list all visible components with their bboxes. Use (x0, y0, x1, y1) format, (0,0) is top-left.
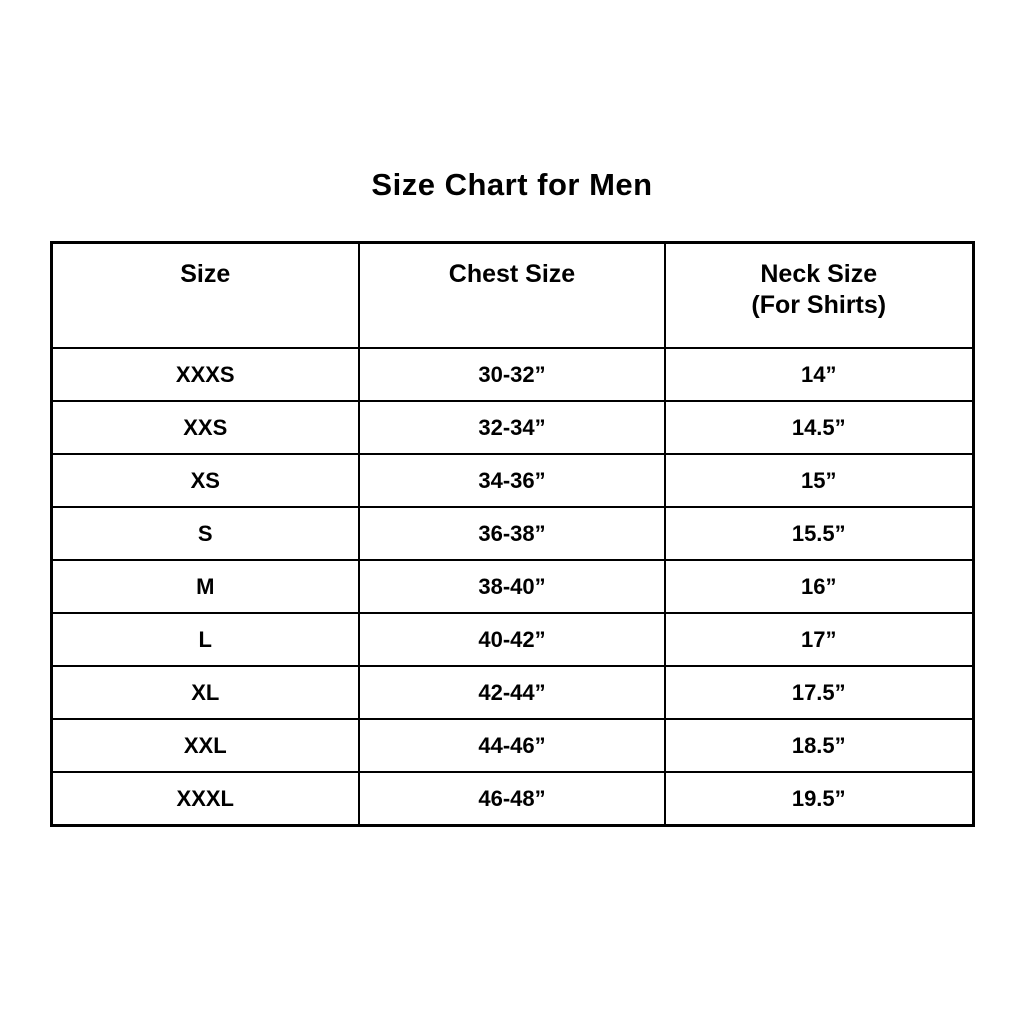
column-header-chest-size: Chest Size (358, 241, 666, 349)
chest-size-cell: 36-38” (358, 506, 666, 561)
chest-size-cell: 46-48” (358, 771, 666, 827)
size-cell: M (50, 559, 360, 614)
table-row: XXXL 46-48” 19.5” (50, 771, 974, 827)
table-row: XS 34-36” 15” (50, 453, 974, 508)
chest-size-cell: 34-36” (358, 453, 666, 508)
neck-size-cell: 16” (664, 559, 974, 614)
column-header-chest-size-label: Chest Size (448, 260, 576, 288)
page-title: Size Chart for Men (371, 167, 653, 202)
table-row: M 38-40” 16” (50, 559, 974, 614)
size-cell: XXXL (50, 771, 360, 827)
neck-size-cell: 18.5” (664, 718, 974, 773)
table-row: S 36-38” 15.5” (50, 506, 974, 561)
neck-size-cell: 15.5” (664, 506, 974, 561)
chest-size-cell: 42-44” (358, 665, 666, 720)
table-row: XL 42-44” 17.5” (50, 665, 974, 720)
column-header-neck-size-sublabel: (For Shirts) (751, 291, 887, 319)
table-row: L 40-42” 17” (50, 612, 974, 667)
size-cell: XXS (50, 400, 360, 455)
column-header-neck-size: Neck Size (For Shirts) (664, 241, 974, 349)
size-cell: XS (50, 453, 360, 508)
size-cell: XXXS (50, 347, 360, 402)
neck-size-cell: 17.5” (664, 665, 974, 720)
size-chart-table: Size Chest Size Neck Size (For Shirts) X… (49, 241, 975, 827)
header-row: Size Chest Size Neck Size (For Shirts) (50, 241, 974, 349)
neck-size-cell: 14” (664, 347, 974, 402)
chest-size-cell: 40-42” (358, 612, 666, 667)
column-header-neck-size-label: Neck Size (760, 260, 878, 288)
column-header-size-label: Size (180, 260, 231, 288)
neck-size-cell: 14.5” (664, 400, 974, 455)
column-header-size: Size (50, 241, 360, 349)
table-row: XXL 44-46” 18.5” (50, 718, 974, 773)
chest-size-cell: 38-40” (358, 559, 666, 614)
size-cell: XXL (50, 718, 360, 773)
table-row: XXXS 30-32” 14” (50, 347, 974, 402)
neck-size-cell: 17” (664, 612, 974, 667)
chest-size-cell: 30-32” (358, 347, 666, 402)
table-row: XXS 32-34” 14.5” (50, 400, 974, 455)
neck-size-cell: 15” (664, 453, 974, 508)
chest-size-cell: 44-46” (358, 718, 666, 773)
size-cell: L (50, 612, 360, 667)
size-cell: XL (50, 665, 360, 720)
chest-size-cell: 32-34” (358, 400, 666, 455)
neck-size-cell: 19.5” (664, 771, 974, 827)
size-cell: S (50, 506, 360, 561)
